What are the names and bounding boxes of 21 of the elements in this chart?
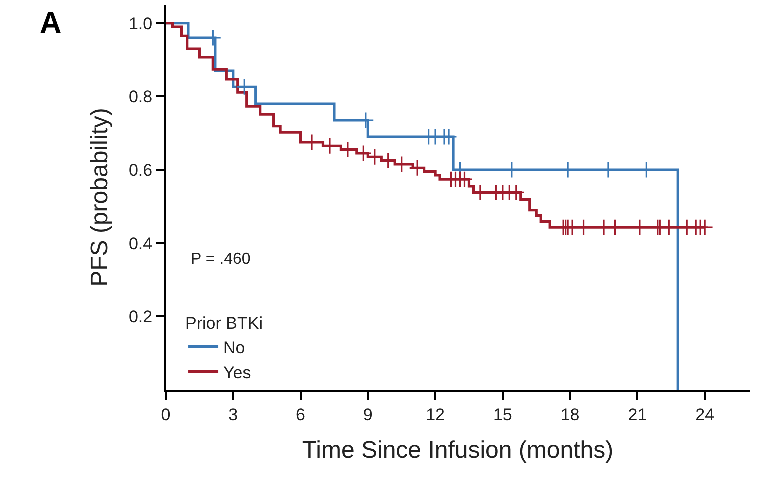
x-tick-label: 6 — [296, 405, 306, 424]
x-tick-label: 3 — [228, 405, 238, 424]
y-tick-label: 0.4 — [128, 234, 153, 254]
y-tick-label: 1.0 — [128, 14, 153, 34]
x-tick-label: 12 — [426, 405, 445, 424]
x-tick-label: 24 — [696, 405, 715, 424]
y-tick-label: 0.2 — [128, 308, 153, 327]
y-axis-title: PFS (probability) — [86, 108, 114, 287]
y-tick-label: 0.6 — [128, 160, 153, 180]
x-tick-label: 18 — [560, 405, 580, 424]
legend-title: Prior BTKi — [186, 314, 263, 334]
x-tick-label: 21 — [628, 405, 648, 424]
text: A — [40, 7, 62, 40]
legend-label: Yes — [224, 363, 252, 382]
legend-label: No — [224, 338, 246, 358]
x-tick-label: 9 — [363, 405, 373, 424]
annotation: P = .460 — [191, 251, 251, 268]
y-tick-label: 0.8 — [128, 88, 153, 107]
x-tick-label: 15 — [493, 405, 512, 424]
x-axis-title: Time Since Infusion (months) — [302, 437, 614, 464]
x-tick-label: 0 — [161, 405, 171, 424]
